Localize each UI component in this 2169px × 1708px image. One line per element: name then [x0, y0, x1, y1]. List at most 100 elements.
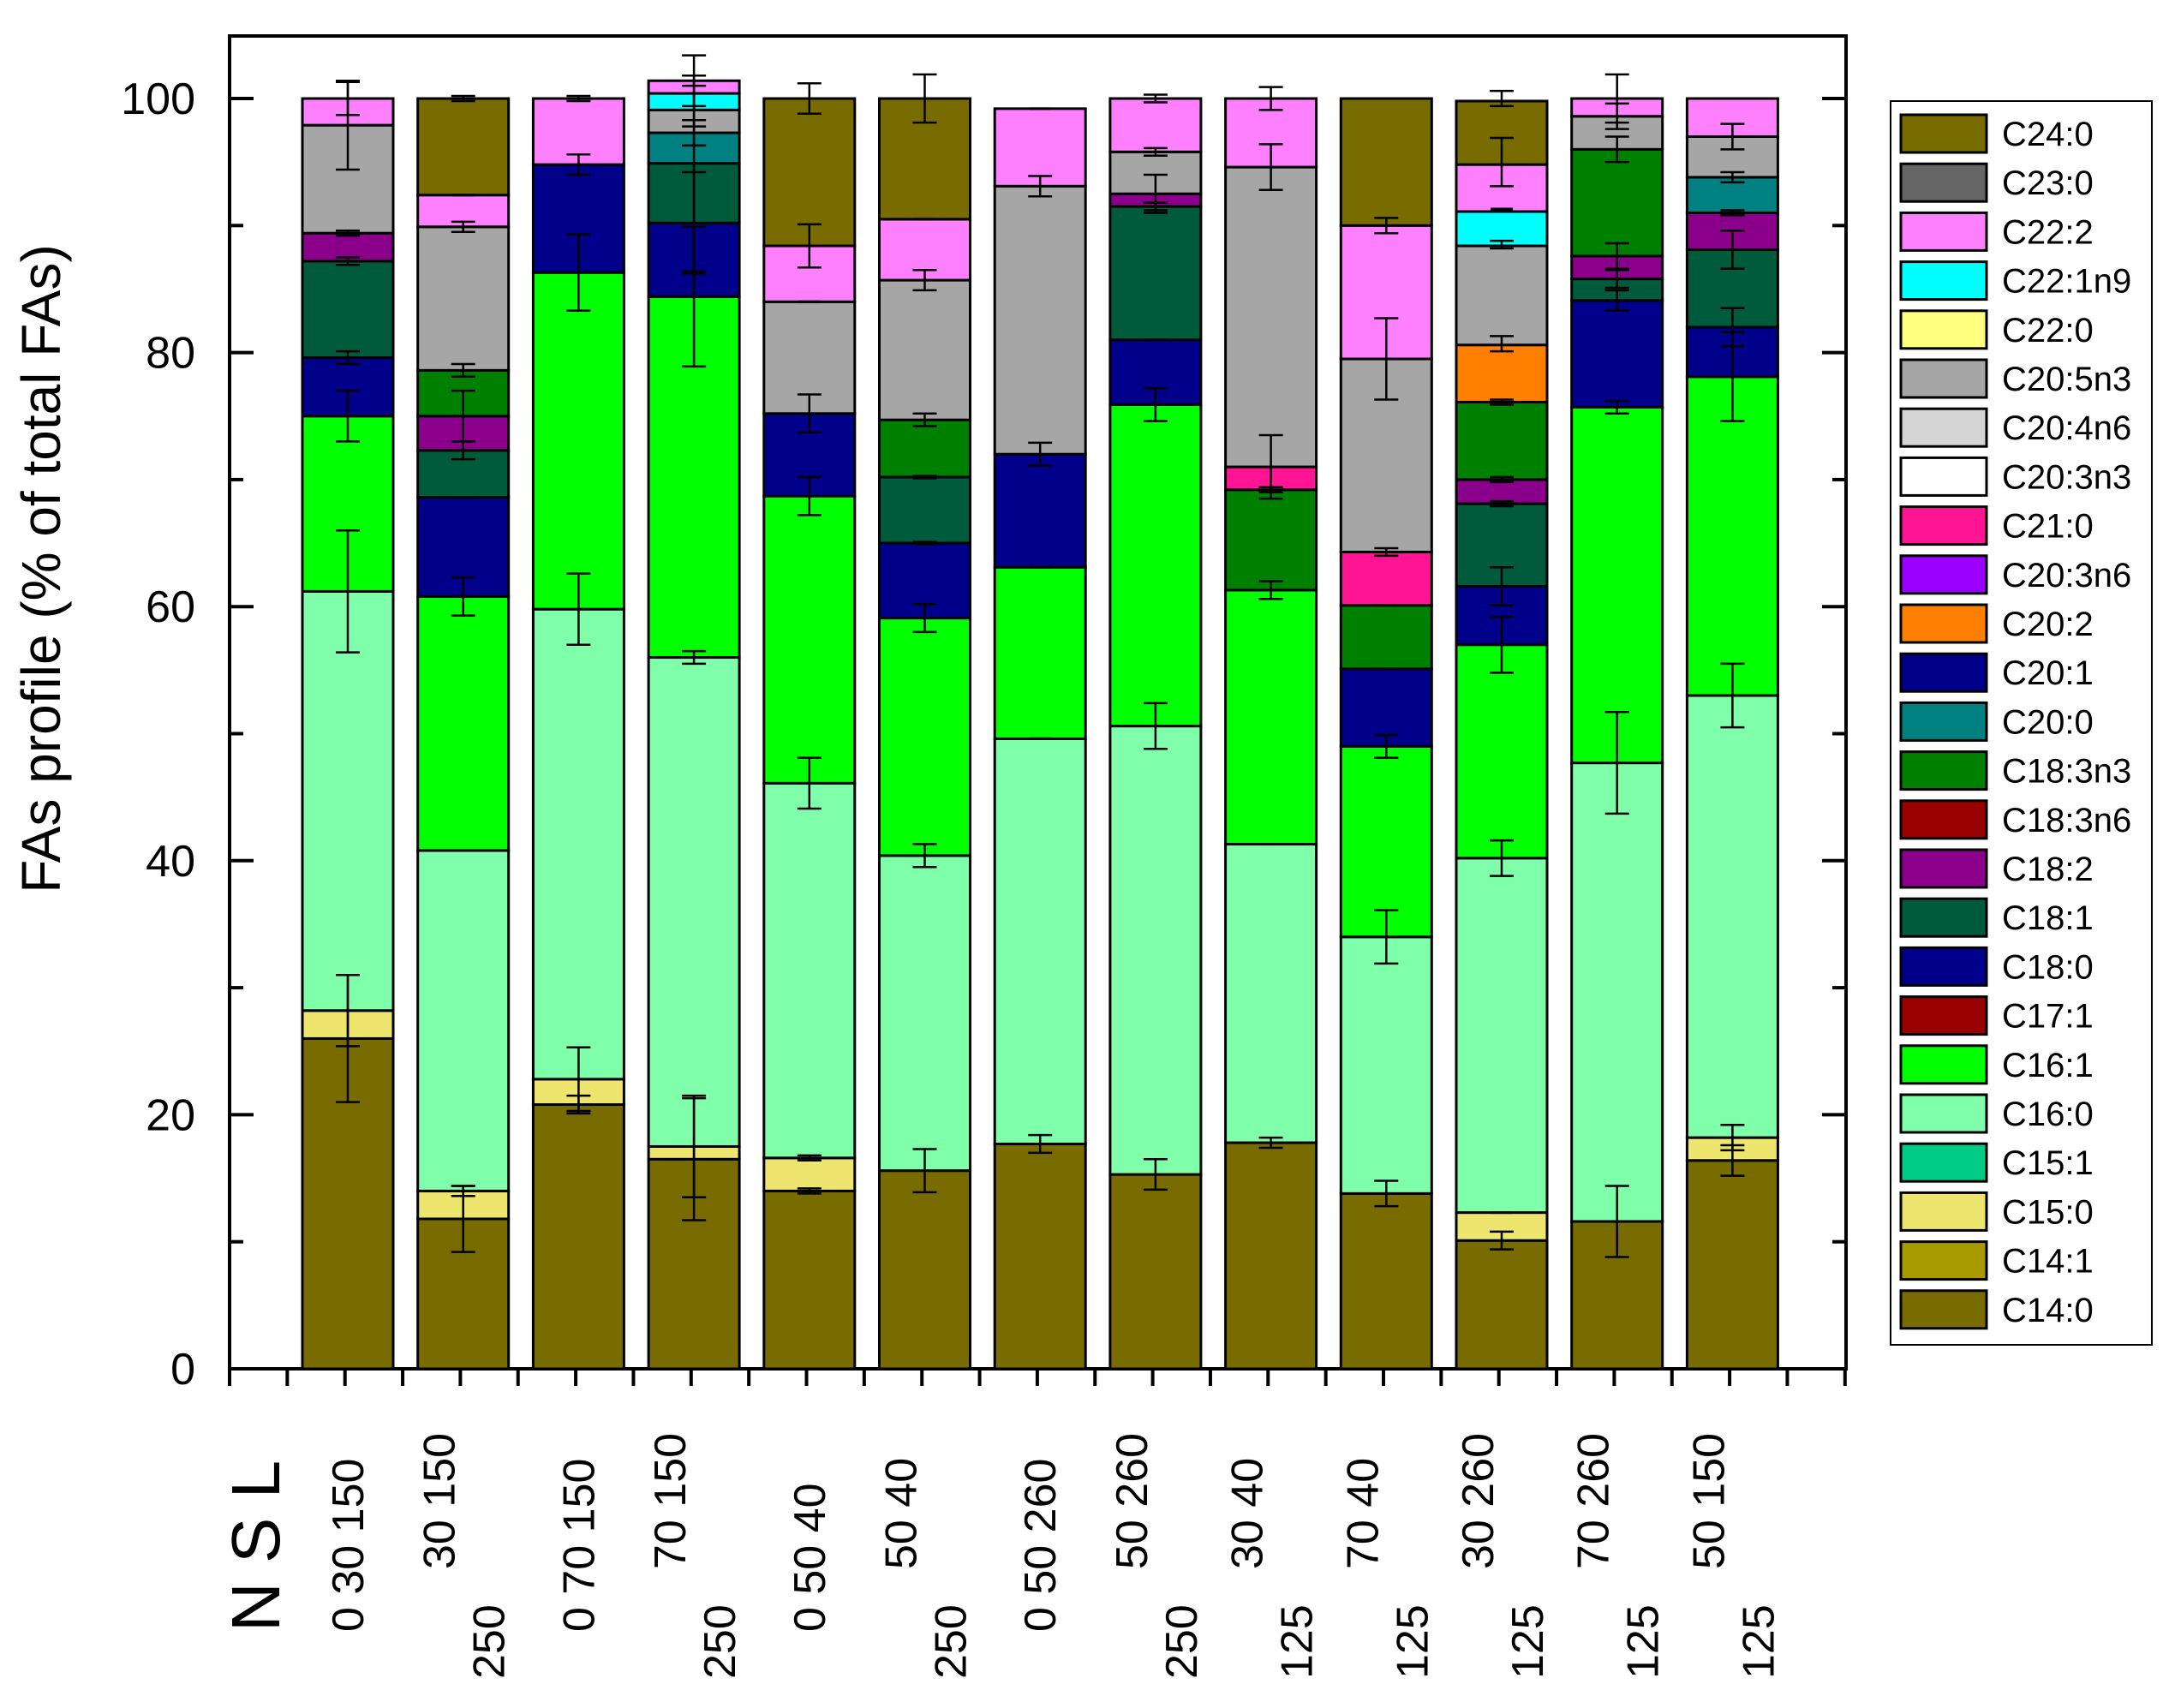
legend-label: C14:1: [2002, 1243, 2094, 1281]
y-tick-label: 20: [146, 1090, 195, 1140]
x-category-label: 0 50 260: [1016, 1459, 1066, 1632]
legend-item: C22:0: [1899, 309, 2094, 350]
legend-label: C18:3n6: [2002, 802, 2131, 839]
error-bar: [1143, 1158, 1168, 1191]
error-bar: [682, 649, 707, 666]
legend-swatch: [1899, 1044, 1988, 1085]
error-bar: [1374, 909, 1399, 965]
legend-label: C16:0: [2002, 1096, 2094, 1133]
error-bar: [682, 1094, 707, 1199]
legend-label: C20:3n6: [2002, 557, 2131, 594]
legend: C24:0 C23:0 C22:2 C22:1n9 C22:0 C20:5n3 C20:4n…: [1890, 100, 2153, 1346]
x-label-n-s-l: 0 50 260: [1016, 1459, 1066, 1632]
legend-item: C18:1: [1899, 897, 2094, 938]
bar-segment-C16-0: [1685, 694, 1779, 1139]
legend-label: C20:5n3: [2002, 361, 2131, 398]
legend-swatch: [1899, 1142, 1988, 1183]
error-bar: [451, 94, 475, 103]
bar-segment-C16-0: [762, 781, 857, 1160]
legend-item: C18:2: [1899, 848, 2094, 889]
bar-segment-C14-0: [1108, 1173, 1203, 1371]
error-bar: [912, 1148, 937, 1194]
bar-segment-C18-3n3: [1339, 604, 1433, 671]
error-bar: [336, 974, 360, 1048]
error-bar: [1490, 839, 1514, 877]
bar-segment-C22-2: [1108, 97, 1203, 153]
error-bar: [1720, 170, 1745, 184]
bar-segment-C18-1: [1108, 205, 1203, 342]
bar-segment-C16-0: [1455, 857, 1549, 1215]
legend-swatch: [1899, 260, 1988, 302]
legend-swatch: [1899, 211, 1988, 252]
x-label-s-l: 70 260: [1569, 1433, 1619, 1569]
bar-segment-C16-0: [1339, 935, 1433, 1195]
error-bar: [1490, 615, 1514, 674]
error-bar: [1143, 146, 1168, 157]
x-label-s-l: 50 260: [1108, 1433, 1157, 1569]
legend-swatch: [1899, 554, 1988, 595]
x-label-n: 250: [696, 1604, 745, 1679]
bar-segment-C14-0: [1685, 1159, 1779, 1371]
bar-segment-C16-1: [993, 565, 1087, 740]
bar-segment-C16-0: [416, 849, 511, 1192]
error-bar: [1374, 317, 1399, 401]
error-bar: [566, 153, 591, 176]
legend-label: C14:0: [2002, 1292, 2094, 1329]
error-bar: [1720, 307, 1745, 348]
legend-swatch: [1899, 358, 1988, 399]
legend-label: C18:2: [2002, 851, 2094, 888]
bar-segment-C18-1: [301, 260, 395, 360]
bar-segment-C16-1: [1339, 744, 1433, 939]
legend-swatch: [1899, 1191, 1988, 1232]
error-bar: [797, 223, 822, 269]
error-bar: [1720, 229, 1745, 270]
legend-item: C18:0: [1899, 946, 2094, 987]
error-bar: [912, 475, 937, 480]
legend-label: C18:3n3: [2002, 753, 2131, 791]
bar-segment-C15-0: [762, 1156, 857, 1192]
bar-segment-C24-0: [762, 97, 857, 248]
y-tick-label: 60: [146, 582, 195, 632]
error-bar: [1490, 1230, 1514, 1251]
bar-segment-C20-2: [1455, 343, 1549, 403]
legend-swatch: [1899, 848, 1988, 889]
error-bar: [566, 94, 591, 103]
legend-label: C22:0: [2002, 312, 2094, 349]
bar-segment-C14-0: [762, 1189, 857, 1371]
x-label-s-l: 70 150: [646, 1433, 696, 1569]
legend-swatch: [1899, 456, 1988, 497]
x-label-n: 125: [1619, 1604, 1669, 1679]
legend-label: C20:4n6: [2002, 409, 2131, 447]
error-bar: [1374, 546, 1399, 558]
error-bar: [1720, 122, 1745, 151]
bar-segment-C14-0: [531, 1103, 625, 1371]
legend-swatch: [1899, 1289, 1988, 1330]
bar-segment-C22-2: [993, 107, 1087, 188]
error-bar: [1258, 1136, 1283, 1150]
error-bar: [566, 1046, 591, 1113]
bar-segment-C16-1: [1570, 405, 1664, 765]
error-bar: [451, 1185, 475, 1197]
error-bar: [1490, 335, 1514, 353]
bar-segment-C18-3n3: [1455, 400, 1549, 481]
bar-segment-C20-5n3: [1224, 165, 1318, 469]
legend-swatch: [1899, 309, 1988, 350]
legend-item: C16:1: [1899, 1044, 2094, 1085]
error-bar: [1490, 89, 1514, 108]
bar-segment-C16-0: [531, 607, 625, 1081]
bar-segment-C18-3n3: [1570, 147, 1664, 258]
error-bar: [1143, 93, 1168, 104]
y-tick-label: 100: [121, 75, 195, 124]
error-bar: [1720, 662, 1745, 729]
legend-item: C23:0: [1899, 162, 2094, 203]
legend-item: C24:0: [1899, 113, 2094, 154]
bar-segment-C14-0: [1224, 1141, 1318, 1371]
bar-segment-C18-2: [1455, 478, 1549, 505]
x-category-label: 0 70 150: [554, 1459, 604, 1632]
